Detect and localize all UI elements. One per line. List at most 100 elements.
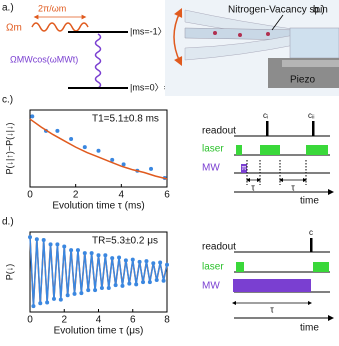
row-label: MW <box>202 281 220 292</box>
x-tick-label: 2 <box>61 315 67 326</box>
x-tick-label: 0 <box>27 315 33 326</box>
data-point <box>147 280 152 285</box>
data-point <box>106 286 111 290</box>
data-point <box>55 128 60 133</box>
mechanical-wave <box>31 22 89 32</box>
annotation: TR=5.3±0.2 μs <box>92 236 158 247</box>
data-point <box>82 145 87 150</box>
annotation: T1=5.1±0.8 ms <box>92 114 159 125</box>
data-point <box>134 282 139 287</box>
y-axis-label: P(↓) <box>4 264 14 281</box>
time-label: time <box>300 323 319 334</box>
y-axis-label: P(↓|↑)−P(↓|↓) <box>4 123 14 175</box>
pulse-sequence: readout laser MW cᵢ cᵢᵢ π τ τ time <box>202 111 334 207</box>
data-point <box>120 283 125 288</box>
data-point <box>75 248 80 253</box>
data-point <box>79 291 84 296</box>
panel-label: d.) <box>2 217 14 228</box>
data-point <box>110 256 115 261</box>
data-point <box>58 297 63 302</box>
piezo-label: Piezo <box>290 75 315 86</box>
data-point <box>86 288 91 293</box>
data-point <box>99 286 104 290</box>
panel-label: c.) <box>2 95 13 106</box>
x-axis-label: Evolution time τ (ms) <box>52 201 144 212</box>
data-point <box>96 253 101 258</box>
x-tick-label: 6 <box>130 315 136 326</box>
data-point <box>149 166 154 171</box>
data-point <box>89 251 94 256</box>
pulse-sequence: readout laser MW c τ time <box>202 228 334 334</box>
readout-label: cᵢᵢ <box>308 111 315 120</box>
readout-label: c <box>309 228 313 237</box>
data-point <box>82 251 87 256</box>
data-point <box>137 259 142 264</box>
data-point <box>158 260 163 265</box>
tau-label: τ <box>251 182 255 192</box>
data-point <box>55 242 60 247</box>
x-tick-label: 8 <box>164 315 170 326</box>
spin-label: Nitrogen-Vacancy spin <box>228 5 328 16</box>
upper-state: |ms=-1〉=|↑〉 <box>130 26 188 36</box>
data-point <box>123 258 128 263</box>
data-point <box>165 262 169 267</box>
row-label: MW <box>202 163 220 174</box>
data-point <box>30 114 35 119</box>
data-point <box>151 261 156 266</box>
row-label: readout <box>202 242 236 253</box>
data-point <box>31 304 36 309</box>
data-line <box>29 237 168 307</box>
charts: c.) 0 2 4 6 Evolution time τ (ms) P(↓|↑)−P(↓|↓… <box>2 95 170 337</box>
data-point <box>127 281 132 286</box>
row-label: readout <box>202 126 236 137</box>
energy-diagram: a.) 2π/ωm Ωm |ms=-1〉=|↑〉 ΩMWcos(ωMWt) |m… <box>2 3 188 93</box>
data-point <box>113 283 118 288</box>
data-point <box>28 235 32 240</box>
data-point <box>69 136 74 141</box>
data-point <box>130 257 135 262</box>
data-point <box>65 293 70 298</box>
data-point <box>51 296 56 301</box>
drive-label: ΩMWcos(ωMWt) <box>10 54 78 64</box>
data-point <box>62 244 67 249</box>
x-tick-label: 2 <box>73 190 79 201</box>
row-label: laser <box>202 262 224 273</box>
data-point <box>34 237 39 242</box>
data-point <box>93 288 98 293</box>
x-tick-label: 4 <box>119 190 125 201</box>
data-point <box>48 242 53 247</box>
row-label: laser <box>202 144 224 155</box>
data-point <box>41 238 46 242</box>
data-point <box>154 278 159 282</box>
time-label: time <box>300 196 319 207</box>
data-point <box>110 157 115 162</box>
pi-label: π <box>242 165 247 172</box>
x-tick-label: 0 <box>27 190 33 201</box>
data-point <box>38 301 43 306</box>
data-point <box>141 280 146 285</box>
data-point <box>72 291 77 296</box>
mw-drive <box>94 33 102 89</box>
panel-label: b.) <box>313 5 325 16</box>
data-point <box>117 255 122 260</box>
data-point <box>103 253 108 258</box>
data-point <box>161 278 166 283</box>
tau-label: τ <box>291 182 295 192</box>
data-point <box>69 248 74 253</box>
data-point <box>144 259 149 264</box>
data-point <box>45 300 50 305</box>
cantilever-diagram: b.) Nitrogen-Vacancy spin Piezo <box>165 0 339 96</box>
data-point <box>96 148 101 153</box>
data-line <box>29 118 168 180</box>
data-point <box>121 162 126 167</box>
x-tick-label: 4 <box>96 315 102 326</box>
tau-label: τ <box>270 304 274 314</box>
x-tick-label: 6 <box>164 190 170 201</box>
x-axis-label: Evolution time τ (μs) <box>54 326 144 337</box>
plot-frame <box>29 109 168 188</box>
rabi-label: Ωm <box>6 23 22 34</box>
readout-label: cᵢ <box>263 111 268 120</box>
panel-label: a.) <box>2 3 14 14</box>
period-label: 2π/ωm <box>38 3 66 13</box>
